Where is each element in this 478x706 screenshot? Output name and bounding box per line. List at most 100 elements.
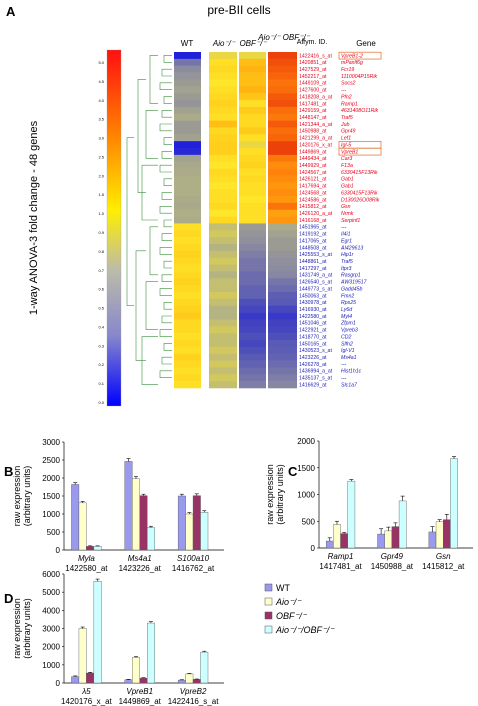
heatmap-cell bbox=[209, 381, 237, 389]
heatmap-cell bbox=[268, 333, 297, 341]
heatmap-cell bbox=[174, 202, 201, 211]
heatmap-cell bbox=[239, 127, 266, 135]
heatmap-cell bbox=[174, 223, 201, 231]
heatmap-cell bbox=[268, 72, 297, 80]
color-scale-bar bbox=[106, 49, 122, 407]
gene-label: Zfpm1 bbox=[340, 321, 356, 327]
bar bbox=[132, 657, 140, 684]
highlight-box bbox=[338, 147, 382, 156]
heatmap-cell bbox=[174, 52, 201, 60]
heatmap-cell bbox=[239, 93, 266, 101]
affy-id-label: 1417065_at bbox=[299, 238, 327, 244]
heatmap-cell bbox=[174, 168, 201, 176]
heatmap-cell bbox=[209, 79, 237, 87]
heatmap-cell bbox=[174, 340, 201, 348]
heatmap-cell bbox=[209, 298, 237, 307]
heatmap-cell bbox=[174, 346, 201, 355]
heatmap-cell bbox=[209, 182, 237, 190]
affy-id-label: 1449929_at bbox=[299, 163, 327, 169]
heatmap-cell bbox=[268, 65, 297, 73]
bar bbox=[391, 526, 400, 549]
heatmap-cell bbox=[174, 134, 201, 142]
heatmap-cell bbox=[174, 175, 201, 183]
heatmap-cell bbox=[239, 86, 266, 94]
color-scale-tick: 1.5 bbox=[98, 192, 104, 197]
y-tick-label: 5000 bbox=[42, 588, 60, 597]
heatmap-cell bbox=[239, 237, 266, 245]
affy-id-label: 1449434_at bbox=[299, 156, 327, 162]
bar bbox=[177, 495, 186, 551]
panel-letter: D bbox=[4, 591, 13, 606]
heatmap-cell bbox=[268, 154, 297, 163]
affy-id-label: 1426540_s_at bbox=[299, 280, 332, 286]
color-scale-tick: 5.0 bbox=[98, 60, 104, 65]
y-tick-label: 0 bbox=[56, 546, 61, 555]
affy-id-label: 1430523_s_at bbox=[299, 348, 332, 354]
bar bbox=[200, 512, 209, 551]
heatmap-cell bbox=[209, 237, 237, 245]
heatmap-cell bbox=[268, 79, 297, 87]
heatmap-cell bbox=[268, 340, 297, 348]
bar-chart-d: D 0 1000 2000 3000 4000 5000 6000 raw expression… bbox=[4, 570, 224, 706]
heatmap-cell bbox=[268, 292, 297, 300]
heatmap-cell bbox=[209, 86, 237, 94]
gene-label: Slfn2 bbox=[341, 341, 353, 347]
heatmap-cell bbox=[209, 333, 237, 341]
heatmap-cell bbox=[239, 72, 266, 80]
gene-label: Igl-V1 bbox=[341, 348, 355, 354]
heatmap-cell bbox=[239, 319, 266, 327]
gene-label: Ramp1 bbox=[341, 101, 358, 107]
heatmap-cell bbox=[209, 360, 237, 368]
affy-id-label: 1419192_at bbox=[299, 232, 327, 238]
affy-id-label: 1420851_at bbox=[299, 60, 327, 66]
gene-label: Il4i1 bbox=[341, 232, 351, 238]
heatmap-cell bbox=[239, 134, 266, 142]
affy-id-label: 1449109_at bbox=[299, 81, 327, 87]
heatmap-cell bbox=[239, 244, 266, 252]
affy-id-label: 1417694_at bbox=[299, 184, 327, 190]
heatmap-cell bbox=[239, 305, 266, 313]
heatmap-cell bbox=[239, 381, 266, 389]
heatmap-cell bbox=[174, 216, 201, 224]
gene-label: Egr1 bbox=[341, 238, 352, 244]
heatmap-cell bbox=[239, 360, 266, 368]
heatmap-cell bbox=[174, 141, 201, 149]
heatmap-cell bbox=[268, 312, 297, 320]
heatmap-cell bbox=[209, 209, 237, 217]
heatmap-cell bbox=[239, 292, 266, 300]
bar bbox=[347, 480, 356, 549]
bar bbox=[71, 676, 80, 684]
y-tick-label: 500 bbox=[47, 528, 61, 537]
heatmap-cell bbox=[268, 360, 297, 368]
gene-label: Slc1a7 bbox=[341, 382, 358, 388]
gene-label: AI429613 bbox=[340, 245, 363, 251]
heatmap-cell bbox=[209, 319, 237, 327]
gene-label: Lef1 bbox=[341, 136, 351, 142]
gene-label: VpreB1-2 bbox=[341, 53, 363, 59]
x-category-gene: Ms4a1 bbox=[128, 554, 152, 563]
affy-id-label: 1426120_a_at bbox=[299, 211, 333, 217]
gene-label: Rasgrp1 bbox=[341, 273, 361, 279]
heatmap-cell bbox=[268, 141, 297, 149]
gene-label: Hist1h1c bbox=[341, 369, 362, 375]
heatmap-cell bbox=[239, 285, 266, 293]
affy-id-label: 1416930_at bbox=[299, 307, 327, 313]
affy-id-label: 1424567_at bbox=[299, 170, 327, 176]
heatmap-cell bbox=[268, 367, 297, 375]
gene-label: Car3 bbox=[341, 156, 352, 162]
y-tick-label: 2500 bbox=[42, 456, 60, 465]
heatmap-cell bbox=[209, 292, 237, 300]
y-axis-label: (arbitrary units) bbox=[22, 598, 32, 659]
heatmap-cell bbox=[268, 271, 297, 279]
heatmap-cell bbox=[268, 134, 297, 142]
heatmap-cell bbox=[268, 216, 297, 224]
x-category-gene: λ5 bbox=[81, 687, 91, 696]
heatmap-cell bbox=[174, 154, 201, 163]
affy-id-label: 1448147_at bbox=[299, 115, 327, 121]
bar bbox=[192, 679, 201, 684]
heatmap-cell bbox=[174, 298, 201, 307]
heatmap-cell bbox=[209, 374, 237, 382]
affy-id-label: 1423226_at bbox=[299, 355, 327, 361]
affy-id-label: 1415812_at bbox=[299, 204, 327, 210]
